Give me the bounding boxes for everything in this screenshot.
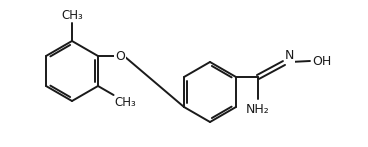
Text: N: N [285, 49, 294, 62]
Text: CH₃: CH₃ [114, 96, 136, 109]
Text: O: O [115, 50, 125, 62]
Text: OH: OH [312, 55, 331, 67]
Text: CH₃: CH₃ [61, 9, 83, 22]
Text: NH₂: NH₂ [246, 103, 270, 116]
